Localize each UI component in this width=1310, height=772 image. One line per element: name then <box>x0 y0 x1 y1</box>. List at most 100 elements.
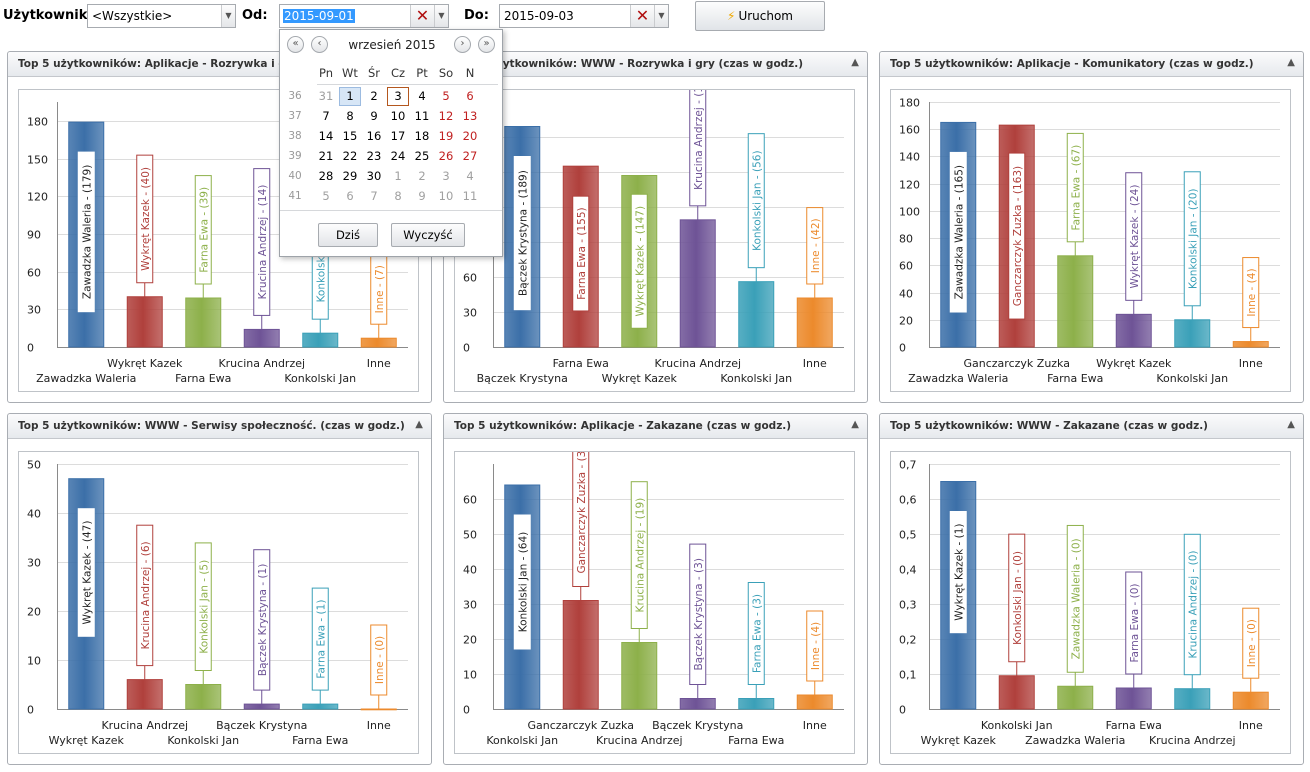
calendar-day[interactable]: 10 <box>438 189 454 203</box>
lightning-icon: ⚡ <box>727 9 736 23</box>
calendar-day[interactable]: 17 <box>390 129 406 143</box>
y-tick-label: 60 <box>463 272 477 285</box>
data-label-text: Konkolski Jan - (5) <box>198 560 210 654</box>
y-tick-label: 40 <box>463 564 477 577</box>
data-label: Konkolski Jan - (64) <box>513 514 531 650</box>
data-label: Farna Ewa - (155) <box>572 195 590 312</box>
prev-year-button[interactable]: « <box>287 36 304 53</box>
calendar-day[interactable]: 2 <box>418 169 426 183</box>
calendar-day[interactable]: 16 <box>366 129 382 143</box>
data-label: Krucina Andrzej - (14) <box>253 168 271 316</box>
calendar-day[interactable]: 30 <box>366 169 382 183</box>
x-category-label: Bączek Krystyna <box>216 719 307 732</box>
collapse-icon[interactable]: ▲ <box>415 419 423 430</box>
calendar-day[interactable]: 1 <box>339 87 361 106</box>
calendar-day[interactable]: 19 <box>438 129 454 143</box>
calendar-day[interactable]: 29 <box>342 169 358 183</box>
y-tick-label: 30 <box>27 304 41 317</box>
calendar-day[interactable]: 23 <box>366 149 382 163</box>
data-label-box <box>1066 132 1084 243</box>
calendar-day[interactable]: 28 <box>318 169 334 183</box>
data-label-box <box>572 195 590 312</box>
chevron-down-icon[interactable]: ▼ <box>434 5 448 27</box>
calendar-day[interactable]: 10 <box>390 109 406 123</box>
calendar-day[interactable]: 5 <box>442 89 450 103</box>
collapse-icon[interactable]: ▲ <box>851 57 859 68</box>
calendar-day[interactable]: 2 <box>370 89 378 103</box>
chart-panel: Top 5 użytkowników: Aplikacje - Zakazane… <box>443 413 868 765</box>
to-label: Do: <box>464 8 489 23</box>
calendar-day[interactable]: 4 <box>466 169 474 183</box>
calendar-day[interactable]: 7 <box>322 109 330 123</box>
calendar-day[interactable]: 26 <box>438 149 454 163</box>
next-month-button[interactable]: › <box>454 36 471 53</box>
calendar-day[interactable]: 11 <box>414 109 430 123</box>
chevron-down-icon[interactable]: ▼ <box>221 5 235 27</box>
calendar-day[interactable]: 27 <box>462 149 478 163</box>
clear-x-icon[interactable]: ✕ <box>410 5 434 27</box>
week-number: 41 <box>288 190 302 202</box>
chart-bar <box>1232 341 1269 348</box>
calendar-day[interactable]: 1 <box>394 169 402 183</box>
calendar-day[interactable]: 9 <box>370 109 378 123</box>
calendar-day[interactable]: 18 <box>414 129 430 143</box>
clear-x-icon[interactable]: ✕ <box>630 5 654 27</box>
y-tick-label: 50 <box>27 459 41 472</box>
chevron-down-icon[interactable]: ▼ <box>654 5 668 27</box>
x-category-label: Wykręt Kazek <box>602 372 678 385</box>
calendar-day[interactable]: 9 <box>418 189 426 203</box>
data-label-box <box>311 587 329 691</box>
x-category-label: Krucina Andrzej <box>654 357 741 370</box>
x-category-label: Farna Ewa <box>1106 719 1162 732</box>
chart-panel: Top 5 użytkowników: WWW - Zakazane (czas… <box>879 413 1304 765</box>
calendar-day[interactable]: 4 <box>418 89 426 103</box>
collapse-icon[interactable]: ▲ <box>1287 57 1295 68</box>
calendar-day[interactable]: 8 <box>346 109 354 123</box>
data-label-box <box>806 610 824 682</box>
calendar-day[interactable]: 6 <box>346 189 354 203</box>
calendar-day[interactable]: 5 <box>322 189 330 203</box>
x-category-label: Konkolski Jan <box>486 734 558 747</box>
clear-button[interactable]: Wyczyść <box>391 223 465 247</box>
calendar-day[interactable]: 3 <box>387 87 409 106</box>
calendar-day[interactable]: 12 <box>438 109 454 123</box>
data-label-box <box>747 133 765 269</box>
calendar-day[interactable]: 15 <box>342 129 358 143</box>
data-label-box <box>949 511 967 634</box>
calendar-day[interactable]: 24 <box>390 149 406 163</box>
data-label: Bączek Krystyna - (3) <box>689 543 707 685</box>
from-date-input[interactable]: 2015-09-01 ✕ ▼ <box>279 4 449 28</box>
calendar-day[interactable]: 3 <box>442 169 450 183</box>
data-label: Krucina Andrzej - (19) <box>630 481 648 629</box>
prev-month-button[interactable]: ‹ <box>311 36 328 53</box>
to-date-input[interactable]: 2015-09-03 ✕ ▼ <box>499 4 669 28</box>
run-button[interactable]: ⚡ Uruchom <box>695 1 825 31</box>
collapse-icon[interactable]: ▲ <box>1287 419 1295 430</box>
data-label: Konkolski Jan - (56) <box>747 133 765 269</box>
calendar-day[interactable]: 7 <box>370 189 378 203</box>
calendar-day[interactable]: 13 <box>462 109 478 123</box>
chart-bar <box>243 703 280 710</box>
calendar-day[interactable]: 22 <box>342 149 358 163</box>
today-button[interactable]: Dziś <box>318 223 378 247</box>
y-tick-label: 60 <box>899 260 913 273</box>
chart-area: 0 10 20 30 40 50 60 Konkolski Jan - (64) Konkols… <box>454 451 855 754</box>
panel-title: Top 5 użytkowników: WWW - Rozrywka i gry… <box>454 58 804 70</box>
next-year-button[interactable]: » <box>478 36 495 53</box>
calendar-day[interactable]: 11 <box>462 189 478 203</box>
data-label-text: Konkolski Jan - (64) <box>517 532 529 633</box>
weekday-header: Cz <box>390 66 406 80</box>
calendar-day[interactable]: 21 <box>318 149 334 163</box>
x-category-label: Konkolski Jan <box>1156 372 1228 385</box>
calendar-day[interactable]: 31 <box>318 89 334 103</box>
calendar-day[interactable]: 20 <box>462 129 478 143</box>
y-tick-label: 80 <box>899 233 913 246</box>
calendar-day[interactable]: 14 <box>318 129 334 143</box>
y-tick-label: 0 <box>463 704 470 717</box>
calendar-day[interactable]: 6 <box>466 89 474 103</box>
calendar-day[interactable]: 25 <box>414 149 430 163</box>
calendar-day[interactable]: 8 <box>394 189 402 203</box>
collapse-icon[interactable]: ▲ <box>851 419 859 430</box>
user-select[interactable]: <Wszystkie> ▼ <box>87 4 236 28</box>
x-category-label: Bączek Krystyna <box>652 719 743 732</box>
